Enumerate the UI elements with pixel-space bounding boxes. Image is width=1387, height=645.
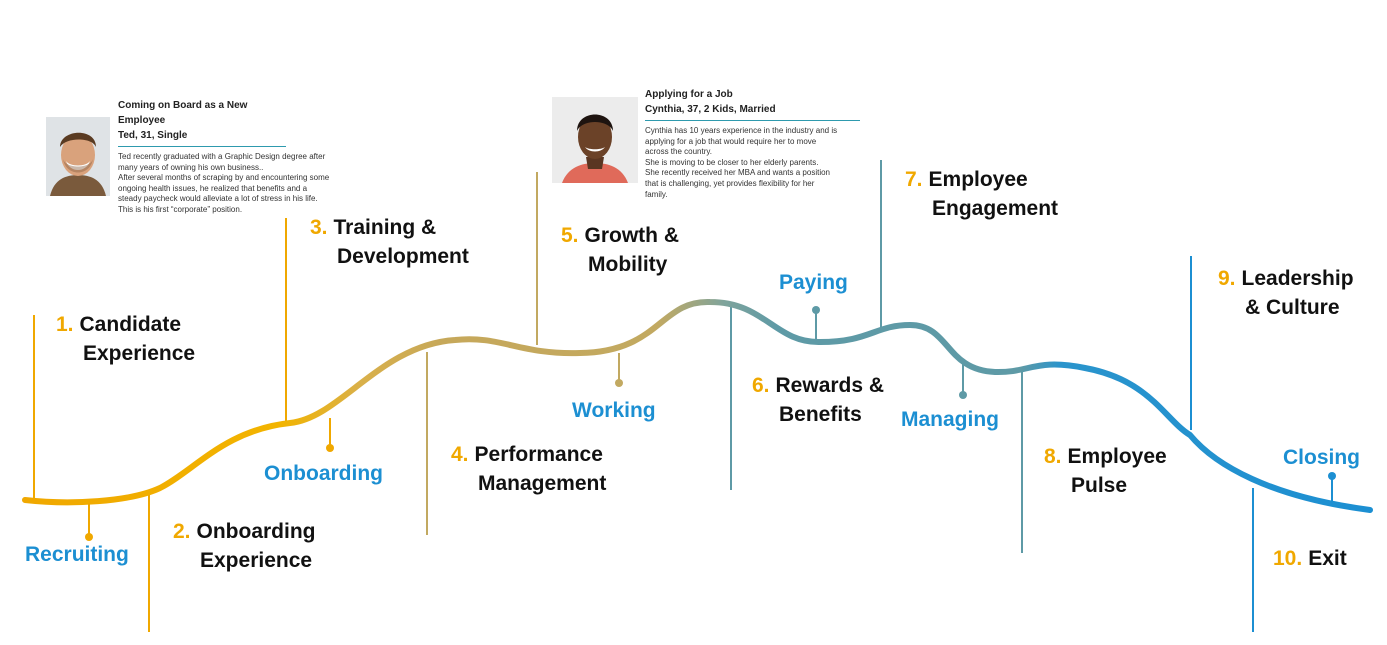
stage-title: Candidate [79,313,182,336]
cynthia-story-line: across the country. [645,147,712,157]
connector-lines [33,160,1254,632]
stage-training-development: 3. Training & Development [310,213,469,271]
managing-dot [959,391,967,399]
cynthia-heading: Applying for a Job [645,89,733,100]
phase-working: Working [572,399,656,422]
stage-leadership-culture: 9. Leadership & Culture [1218,264,1354,322]
cynthia-photo [552,97,638,183]
man-avatar-icon [46,117,110,196]
stage-number: 9. [1218,267,1236,290]
stage-employee-engagement: 7. Employee Engagement [905,165,1058,223]
stage-title: Training & [333,216,437,239]
cynthia-story: Cynthia has 10 years experience in the i… [645,126,860,200]
ted-heading: Coming on Board as a New Employee [118,100,248,126]
stage-candidate-experience: 1. Candidate Experience [56,310,195,368]
cynthia-story-line: She recently received her MBA and wants … [645,168,830,178]
recruiting-dot [85,533,93,541]
phase-paying: Paying [779,271,848,294]
stage-number: 2. [173,520,191,543]
stage-number: 3. [310,216,328,239]
phase-onboarding: Onboarding [264,462,383,485]
onboarding-dot [326,444,334,452]
cynthia-story-line: Cynthia has 10 years experience in the i… [645,126,838,135]
stage-onboarding-experience: 2. Onboarding Experience [173,517,316,575]
ted-story-line: After several months of scraping by and … [118,173,330,183]
ted-card: Coming on Board as a New Employee Ted, 3… [118,98,330,216]
stage-number: 5. [561,224,579,247]
stage-title: Exit [1308,547,1347,570]
phase-dots [85,306,1336,541]
ted-story-line: This is his first “corporate” position. [118,204,243,214]
stage-title-line2: Engagement [932,197,1059,220]
ted-story-line: steady paycheck would alleviate a lot of… [118,194,318,204]
stage-title: Employee [928,168,1028,191]
stage-title-line2: Mobility [588,253,668,276]
stage-title-line2: Pulse [1071,474,1128,497]
stage-number: 1. [56,313,74,336]
stage-title: Onboarding [196,520,316,543]
woman-avatar-icon [552,97,638,183]
ted-divider [118,146,286,147]
cynthia-story-line: applying for a job that would require he… [645,136,817,146]
ted-story-line: ongoing health issues, he realized that … [118,183,308,193]
stage-number: 8. [1044,445,1062,468]
cynthia-story-line: She is moving to be closer to her elderl… [645,157,819,167]
cynthia-card: Applying for a Job Cynthia, 37, 2 Kids, … [645,87,860,200]
stage-title-line2: Management [478,472,607,495]
journey-curve [22,298,1373,513]
stage-number: 7. [905,168,923,191]
stage-title-line2: Development [337,245,469,268]
stage-title-line2: Experience [200,549,313,572]
working-dot [615,379,623,387]
phase-recruiting: Recruiting [25,543,129,566]
stage-title-line2: & Culture [1245,296,1340,319]
cynthia-name: Cynthia, 37, 2 Kids, Married [645,104,776,115]
stage-rewards-benefits: 6. Rewards & Benefits [752,371,884,429]
stage-title: Performance [474,443,603,466]
cynthia-story-line: family. [645,189,668,199]
stage-exit: 10. Exit [1273,544,1347,573]
stage-growth-mobility: 5. Growth & Mobility [561,221,679,279]
stage-number: 10. [1273,547,1303,570]
cynthia-divider [645,120,860,121]
stage-title: Rewards & [775,374,885,397]
phase-closing: Closing [1283,446,1360,469]
stage-title: Growth & [584,224,680,247]
stage-title: Employee [1067,445,1167,468]
phase-markers [88,310,1333,537]
ted-story-line: many years of owning his own business.. [118,162,264,172]
closing-dot [1328,472,1336,480]
stage-number: 4. [451,443,469,466]
ted-photo [46,117,110,196]
ted-story: Ted recently graduated with a Graphic De… [118,152,330,216]
paying-dot [812,306,820,314]
stage-title-line2: Experience [83,342,196,365]
stage-title-line2: Benefits [779,403,862,426]
stage-employee-pulse: 8. Employee Pulse [1044,442,1167,500]
stage-title: Leadership [1241,267,1354,290]
stage-number: 6. [752,374,770,397]
ted-story-line: Ted recently graduated with a Graphic De… [118,152,326,161]
phase-managing: Managing [901,408,999,431]
stage-performance-management: 4. Performance Management [451,440,606,498]
ted-name: Ted, 31, Single [118,130,188,141]
cynthia-story-line: that is challenging, yet provides flexib… [645,178,815,188]
